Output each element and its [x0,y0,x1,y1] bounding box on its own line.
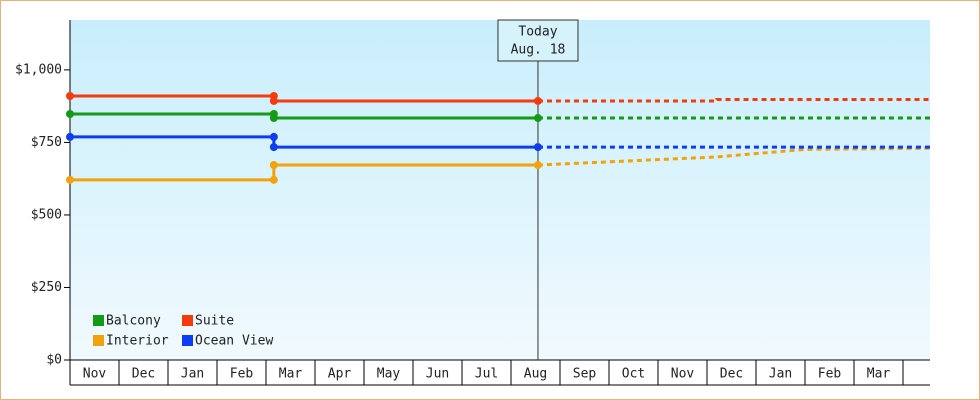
point [269,175,278,184]
series-line [70,163,538,182]
point [533,114,542,123]
x-tick-label: Sep [573,367,597,382]
point [66,109,74,118]
series-line [70,135,538,149]
legend-label: Ocean View [195,334,273,349]
y-tick-label: $250 [31,280,62,295]
y-tick-label: $1,000 [15,62,62,77]
point [269,114,278,123]
x-tick-label: Feb [818,367,842,382]
x-tick-label: Aug [524,367,547,382]
today-date: Aug. 18 [511,43,566,58]
point [533,161,542,170]
y-tick-label: $0 [46,353,62,368]
legend-swatch [93,315,104,326]
forecast-line [537,97,930,103]
x-tick-label: Mar [867,367,891,382]
x-tick-label: Oct [622,367,645,382]
point [269,132,278,141]
x-tick-label: Dec [132,367,155,382]
legend-label: Interior [106,334,169,349]
point [66,175,74,184]
point [66,132,74,141]
legend-swatch [93,335,104,346]
point [533,96,542,105]
x-tick-label: Dec [720,367,743,382]
plot-area [70,20,930,360]
point [66,92,74,101]
today-label: Today [518,25,557,40]
legend-label: Suite [195,314,234,329]
point [269,143,278,152]
x-tick-label: Nov [671,367,695,382]
x-tick-label: Jun [426,367,449,382]
point [533,143,542,152]
legend-swatch [182,335,193,346]
point [269,96,278,105]
x-tick-label: Apr [328,367,352,382]
x-tick-label: Jul [475,367,498,382]
x-tick-label: Jan [181,367,204,382]
x-tick-label: Jan [769,367,792,382]
legend-swatch [182,315,193,326]
legend-label: Balcony [106,314,161,329]
x-tick-label: Mar [279,367,303,382]
y-tick-label: $500 [31,207,62,222]
point [269,161,278,170]
x-tick-label: May [377,367,401,382]
today-box [497,19,579,62]
x-tick-label: Feb [230,367,254,382]
x-tick-label: Nov [83,367,107,382]
y-tick-label: $750 [31,135,62,150]
